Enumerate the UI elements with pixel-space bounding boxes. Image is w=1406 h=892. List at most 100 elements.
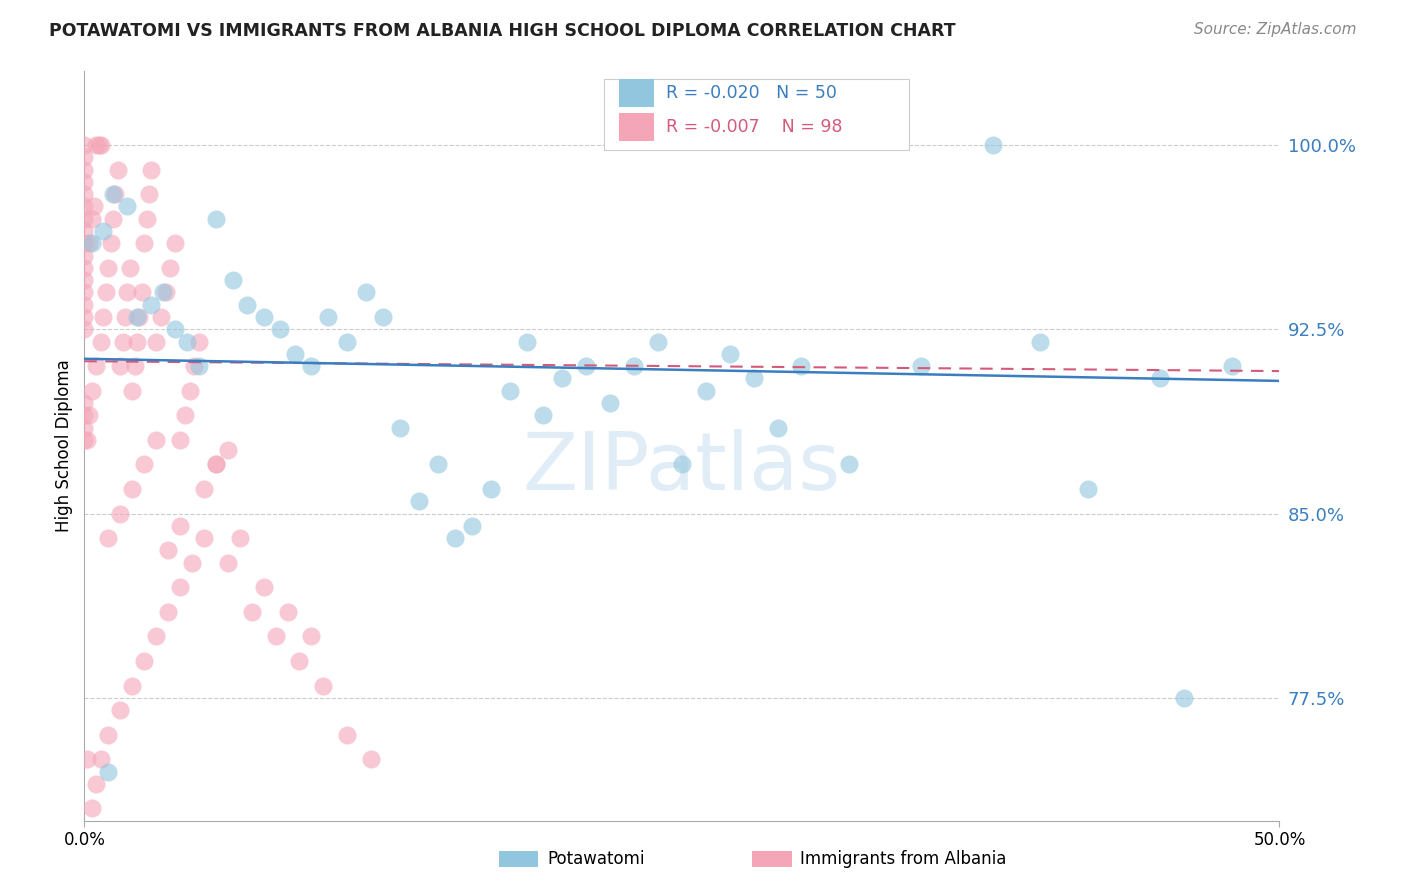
Point (117, 199, 139, 213)
Point (121, 482, 143, 496)
Point (110, 359, 132, 373)
Point (169, 433, 191, 447)
Text: POTAWATOMI VS IMMIGRANTS FROM ALBANIA HIGH SCHOOL DIPLOMA CORRELATION CHART: POTAWATOMI VS IMMIGRANTS FROM ALBANIA HI… (49, 22, 956, 40)
Point (695, 384, 717, 398)
Point (444, 531, 467, 545)
Point (80, 211, 103, 226)
Point (90, 138, 112, 153)
Point (183, 359, 205, 373)
Text: Source: ZipAtlas.com: Source: ZipAtlas.com (1194, 22, 1357, 37)
Point (157, 605, 180, 619)
Point (205, 458, 228, 472)
Point (90, 334, 112, 349)
Point (104, 187, 127, 202)
Point (73, 420, 96, 434)
Point (599, 396, 621, 410)
Point (205, 458, 228, 472)
Point (101, 211, 124, 226)
Point (86, 777, 108, 791)
Point (165, 322, 187, 336)
Point (132, 236, 156, 251)
Text: R = -0.007    N = 98: R = -0.007 N = 98 (666, 119, 842, 136)
Point (141, 298, 163, 312)
Point (73, 409, 96, 423)
Point (179, 384, 201, 398)
Point (790, 359, 813, 373)
Point (132, 654, 156, 668)
Point (73, 224, 96, 238)
Point (169, 580, 191, 594)
Point (73, 298, 96, 312)
Point (73, 150, 96, 164)
Point (288, 654, 311, 668)
Point (76, 433, 98, 447)
Point (114, 310, 136, 324)
Point (356, 285, 378, 300)
Point (253, 310, 276, 324)
Point (766, 420, 789, 434)
Point (623, 359, 645, 373)
Point (145, 433, 167, 447)
Point (73, 322, 96, 336)
Point (264, 629, 287, 643)
Point (981, 138, 1004, 153)
Point (221, 273, 243, 287)
Point (427, 458, 450, 472)
Point (111, 334, 134, 349)
Point (145, 334, 167, 349)
Point (73, 211, 96, 226)
Point (193, 531, 215, 545)
Point (360, 752, 382, 766)
Text: R = -0.020   N = 50: R = -0.020 N = 50 (666, 84, 837, 102)
Point (73, 162, 96, 177)
Point (76, 826, 98, 840)
Point (1077, 482, 1099, 496)
Point (86, 359, 108, 373)
Point (269, 322, 291, 336)
Point (152, 285, 174, 300)
Point (131, 285, 153, 300)
Point (531, 409, 554, 423)
Point (73, 273, 96, 287)
Point (301, 629, 323, 643)
Point (277, 605, 299, 619)
Point (253, 580, 276, 594)
Point (80, 384, 103, 398)
Point (93, 224, 115, 238)
Point (838, 458, 860, 472)
Point (551, 371, 574, 385)
Point (94, 285, 117, 300)
Point (83, 199, 105, 213)
Point (73, 187, 96, 202)
Point (1220, 359, 1243, 373)
Point (145, 629, 167, 643)
Point (73, 138, 96, 153)
Point (118, 260, 141, 275)
Point (73, 396, 96, 410)
Point (316, 310, 339, 324)
Point (107, 162, 129, 177)
Point (97, 728, 120, 742)
Point (73, 175, 96, 189)
Point (97, 260, 120, 275)
Point (1029, 334, 1052, 349)
Point (138, 187, 160, 202)
Point (499, 384, 522, 398)
Point (124, 359, 146, 373)
Point (284, 347, 307, 361)
Point (73, 199, 96, 213)
Point (479, 482, 502, 496)
Point (125, 334, 148, 349)
Point (173, 409, 195, 423)
Point (460, 519, 482, 533)
Point (97, 531, 120, 545)
Text: Potawatomi: Potawatomi (547, 850, 644, 868)
Point (229, 531, 252, 545)
Point (97, 764, 120, 779)
Point (87, 138, 110, 153)
Point (100, 236, 122, 251)
Point (73, 285, 96, 300)
Point (93, 310, 115, 324)
Point (90, 752, 112, 766)
Point (1149, 371, 1171, 385)
